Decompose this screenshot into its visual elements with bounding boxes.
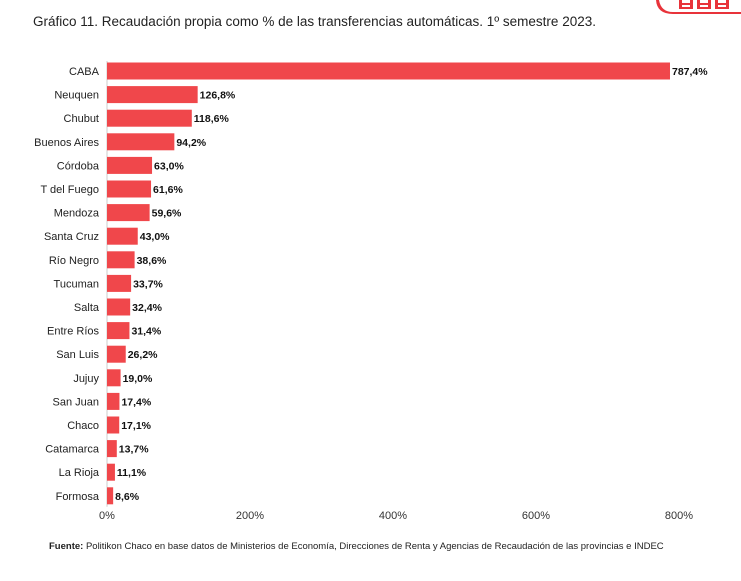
category-label: Formosa xyxy=(56,491,100,503)
data-label: 13,7% xyxy=(119,444,149,456)
data-label: 11,1% xyxy=(117,467,147,479)
category-label: Catamarca xyxy=(45,444,100,456)
x-tick-label: 0% xyxy=(99,510,115,522)
chart-title: Gráfico 11. Recaudación propia como % de… xyxy=(33,14,596,29)
category-label: Río Negro xyxy=(49,255,99,267)
brand-logo-icon xyxy=(656,0,741,14)
data-label: 32,4% xyxy=(132,302,162,314)
category-label: Chaco xyxy=(67,420,99,432)
data-label: 126,8% xyxy=(200,90,236,102)
data-label: 33,7% xyxy=(133,278,163,290)
bar xyxy=(107,204,150,222)
category-label: Mendoza xyxy=(54,208,100,220)
source-label: Fuente: xyxy=(49,541,84,552)
bar xyxy=(107,345,126,363)
source-text: Politikon Chaco en base datos de Ministe… xyxy=(83,541,664,552)
source-note: Fuente: Politikon Chaco en base datos de… xyxy=(49,541,664,552)
data-label: 59,6% xyxy=(152,208,182,220)
category-label: Buenos Aires xyxy=(34,137,99,149)
category-label: Córdoba xyxy=(57,160,100,172)
category-label: Salta xyxy=(74,302,100,314)
data-label: 787,4% xyxy=(672,66,708,78)
category-label: Jujuy xyxy=(73,373,99,385)
data-label: 38,6% xyxy=(137,255,167,267)
bar xyxy=(107,274,132,292)
bar xyxy=(107,416,120,434)
bar xyxy=(107,322,130,340)
data-label: 94,2% xyxy=(176,137,206,149)
data-label: 17,4% xyxy=(121,396,151,408)
data-label: 61,6% xyxy=(153,184,183,196)
category-label: CABA xyxy=(69,66,100,78)
bar xyxy=(107,156,153,174)
data-label: 26,2% xyxy=(128,349,158,361)
data-label: 43,0% xyxy=(140,231,170,243)
x-tick-label: 200% xyxy=(236,510,264,522)
category-label: San Luis xyxy=(56,349,99,361)
category-label: Tucuman xyxy=(54,278,99,290)
bar xyxy=(107,62,670,80)
category-label: Entre Ríos xyxy=(47,326,99,338)
data-label: 63,0% xyxy=(154,160,184,172)
bar xyxy=(107,487,114,505)
data-label: 8,6% xyxy=(115,491,140,503)
category-label: Santa Cruz xyxy=(44,231,99,243)
data-label: 19,0% xyxy=(123,373,153,385)
bar xyxy=(107,392,120,410)
bar xyxy=(107,180,152,198)
data-label: 17,1% xyxy=(121,420,151,432)
category-label: T del Fuego xyxy=(40,184,99,196)
bar xyxy=(107,298,131,316)
bar xyxy=(107,227,138,245)
bar xyxy=(107,133,175,151)
bar xyxy=(107,251,135,269)
x-tick-label: 600% xyxy=(522,510,550,522)
x-tick-label: 800% xyxy=(665,510,693,522)
data-label: 118,6% xyxy=(194,113,230,125)
category-label: La Rioja xyxy=(59,467,100,479)
data-label: 31,4% xyxy=(131,326,161,338)
category-label: San Juan xyxy=(53,396,99,408)
x-tick-label: 400% xyxy=(379,510,407,522)
bar xyxy=(107,109,192,127)
bar xyxy=(107,369,121,387)
category-label: Chubut xyxy=(64,113,99,125)
bar xyxy=(107,440,117,458)
bar xyxy=(107,463,115,481)
bar xyxy=(107,86,198,104)
category-label: Neuquen xyxy=(54,90,99,102)
